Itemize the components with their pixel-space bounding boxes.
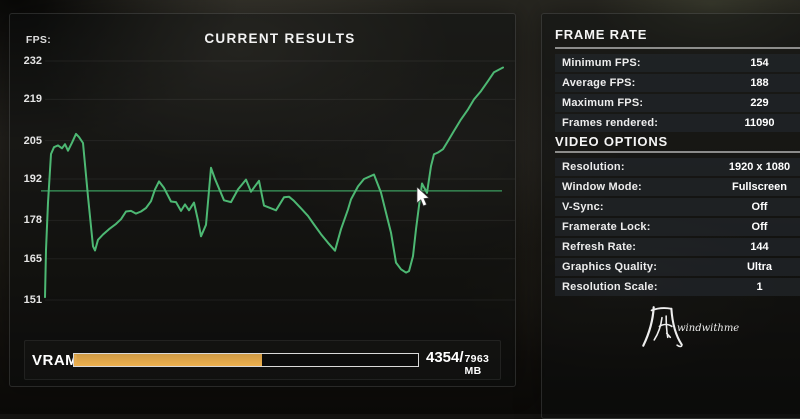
stat-row: Minimum FPS: 154	[555, 54, 800, 72]
vram-total-value: 7963 MB	[464, 353, 490, 377]
vram-label: VRAM	[32, 352, 79, 369]
stat-value: Fullscreen	[731, 181, 788, 193]
vram-progress-fill	[74, 354, 263, 366]
current-results-panel: FPS: CURRENT RESULTS 232 219 205 192 178 165 1…	[9, 13, 516, 387]
stat-label: Graphics Quality:	[562, 261, 658, 273]
frame-rate-rows: Minimum FPS: 154 Average FPS: 188 Maximum FP…	[555, 54, 800, 132]
stat-label: Refresh Rate:	[562, 241, 637, 253]
stat-label: V-Sync:	[562, 201, 604, 213]
stat-row: Maximum FPS: 229	[555, 94, 800, 112]
stat-row: Resolution Scale: 1	[555, 278, 800, 296]
fps-series-line	[44, 66, 504, 299]
chart-title: CURRENT RESULTS	[204, 31, 356, 46]
y-tick-label: 219	[23, 93, 42, 106]
vram-value: 4354/ 7963 MB	[426, 349, 500, 377]
stat-row: Frames rendered: 11090	[555, 114, 800, 132]
stat-row: Refresh Rate: 144	[555, 238, 800, 256]
y-tick-label: 165	[23, 252, 42, 265]
stat-value: 1920 x 1080	[728, 161, 791, 173]
vram-section: VRAM 4354/ 7963 MB	[24, 340, 501, 380]
stat-value: 1	[756, 281, 763, 293]
stat-row: Window Mode: Fullscreen	[555, 178, 800, 196]
stat-label: Frames rendered:	[562, 117, 659, 129]
fps-axis-label: FPS:	[25, 34, 51, 46]
y-tick-label: 178	[23, 214, 42, 227]
y-tick-label: 232	[23, 55, 42, 67]
stat-value: 144	[750, 241, 769, 253]
stat-label: Framerate Lock:	[562, 221, 651, 233]
stat-row: Framerate Lock: Off	[555, 218, 800, 236]
mouse-cursor-icon	[416, 187, 430, 207]
stat-row: Resolution: 1920 x 1080	[555, 158, 800, 176]
stat-value: 11090	[744, 117, 775, 129]
y-tick-label: 205	[23, 134, 42, 147]
vram-used-value: 4354/	[426, 349, 464, 366]
stat-value: Off	[751, 201, 768, 213]
stat-value: 229	[750, 97, 769, 109]
stat-row: Graphics Quality: Ultra	[555, 258, 800, 276]
y-tick-label: 192	[23, 173, 42, 186]
stat-value: Off	[751, 221, 768, 233]
y-tick-label: 151	[23, 294, 42, 307]
video-options-header: VIDEO OPTIONS	[555, 134, 800, 153]
stat-value: 154	[750, 57, 769, 69]
stat-label: Maximum FPS:	[562, 97, 644, 109]
stats-panel: FRAME RATE Minimum FPS: 154 Average FPS: 18…	[541, 13, 800, 419]
fps-line-chart	[41, 60, 515, 301]
stat-value: 188	[750, 77, 769, 89]
stat-row: V-Sync: Off	[555, 198, 800, 216]
stat-label: Average FPS:	[562, 77, 636, 89]
stat-row: Average FPS: 188	[555, 74, 800, 92]
stat-label: Resolution:	[562, 161, 625, 173]
stat-label: Minimum FPS:	[562, 57, 641, 69]
frame-rate-header: FRAME RATE	[555, 27, 800, 49]
stat-label: Resolution Scale:	[562, 281, 658, 293]
vram-progress-bar	[73, 353, 419, 367]
stat-value: Ultra	[746, 261, 773, 273]
stat-label: Window Mode:	[562, 181, 642, 193]
video-options-rows: Resolution: 1920 x 1080 Window Mode: Fullsc…	[555, 158, 800, 296]
